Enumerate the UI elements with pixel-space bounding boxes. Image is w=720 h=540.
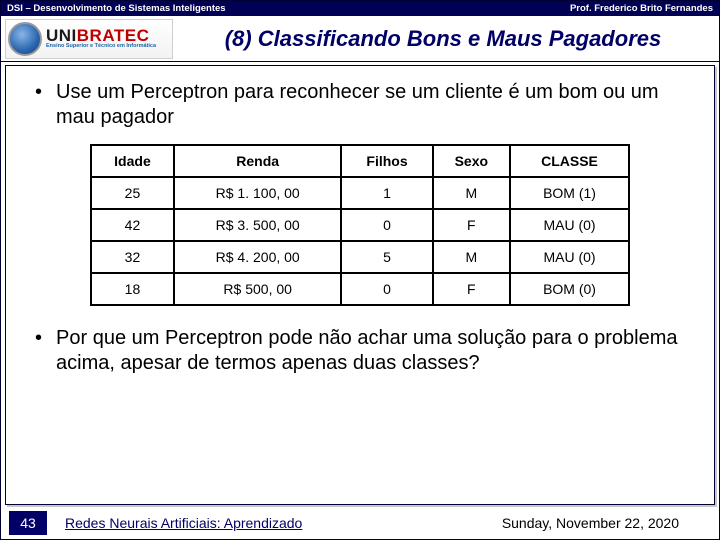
cell: 1 <box>341 177 432 209</box>
table-row: 32 R$ 4. 200, 00 5 M MAU (0) <box>91 241 629 273</box>
table-row: 25 R$ 1. 100, 00 1 M BOM (1) <box>91 177 629 209</box>
cell: R$ 4. 200, 00 <box>174 241 341 273</box>
footer-topic-link[interactable]: Redes Neurais Artificiais: Aprendizado <box>65 515 302 531</box>
cell: 42 <box>91 209 174 241</box>
col-idade: Idade <box>91 145 174 177</box>
slide-title: (8) Classificando Bons e Maus Pagadores <box>225 26 661 51</box>
training-data-table: Idade Renda Filhos Sexo CLASSE 25 R$ 1. … <box>90 144 630 306</box>
cell: 18 <box>91 273 174 305</box>
slide-number: 43 <box>9 511 47 535</box>
bullet-text-2: Por que um Perceptron pode não achar uma… <box>56 326 691 376</box>
course-title: DSI – Desenvolvimento de Sistemas Inteli… <box>7 3 226 14</box>
cell: MAU (0) <box>510 241 629 273</box>
logo-wordmark: UNIBRATEC <box>46 27 156 44</box>
col-filhos: Filhos <box>341 145 432 177</box>
slide-title-area: (8) Classificando Bons e Maus Pagadores <box>177 26 719 52</box>
cell: M <box>433 241 510 273</box>
cell: BOM (1) <box>510 177 629 209</box>
table-row: 42 R$ 3. 500, 00 0 F MAU (0) <box>91 209 629 241</box>
globe-icon <box>8 22 42 56</box>
header-row: UNIBRATEC Ensino Superior e Técnico em I… <box>1 16 719 62</box>
cell: R$ 500, 00 <box>174 273 341 305</box>
logo-text: UNIBRATEC Ensino Superior e Técnico em I… <box>44 27 156 50</box>
table-row: 18 R$ 500, 00 0 F BOM (0) <box>91 273 629 305</box>
cell: MAU (0) <box>510 209 629 241</box>
footer-date: Sunday, November 22, 2020 <box>502 515 679 531</box>
cell: 0 <box>341 273 432 305</box>
course-bar: DSI – Desenvolvimento de Sistemas Inteli… <box>1 1 719 16</box>
cell: 25 <box>91 177 174 209</box>
col-sexo: Sexo <box>433 145 510 177</box>
bullet-item: • Use um Perceptron para reconhecer se u… <box>29 80 691 130</box>
cell: F <box>433 209 510 241</box>
table-header-row: Idade Renda Filhos Sexo CLASSE <box>91 145 629 177</box>
footer: 43 Redes Neurais Artificiais: Aprendizad… <box>1 507 719 539</box>
professor-name: Prof. Frederico Brito Fernandes <box>570 3 713 14</box>
bullet-text-1: Use um Perceptron para reconhecer se um … <box>56 80 691 130</box>
cell: 32 <box>91 241 174 273</box>
bullet-dot-icon: • <box>35 326 42 376</box>
col-classe: CLASSE <box>510 145 629 177</box>
cell: BOM (0) <box>510 273 629 305</box>
cell: 0 <box>341 209 432 241</box>
content: • Use um Perceptron para reconhecer se u… <box>1 62 719 376</box>
bullet-item: • Por que um Perceptron pode não achar u… <box>29 326 691 376</box>
cell: R$ 1. 100, 00 <box>174 177 341 209</box>
cell: M <box>433 177 510 209</box>
institution-logo: UNIBRATEC Ensino Superior e Técnico em I… <box>5 19 173 59</box>
logo-tagline: Ensino Superior e Técnico em Informática <box>46 44 156 50</box>
col-renda: Renda <box>174 145 341 177</box>
slide: DSI – Desenvolvimento de Sistemas Inteli… <box>0 0 720 540</box>
cell: R$ 3. 500, 00 <box>174 209 341 241</box>
cell: 5 <box>341 241 432 273</box>
cell: F <box>433 273 510 305</box>
bullet-dot-icon: • <box>35 80 42 130</box>
